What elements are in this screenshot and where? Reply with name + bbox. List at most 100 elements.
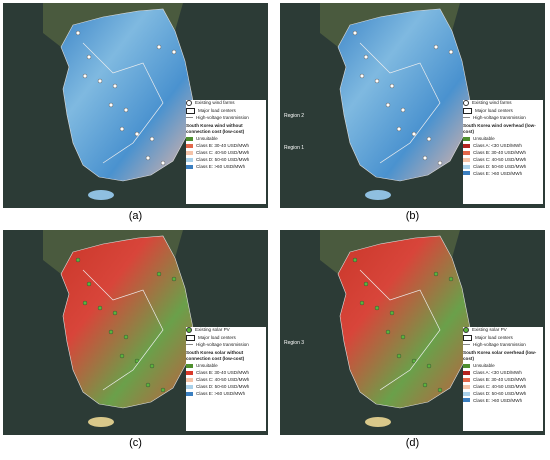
legend-item: Class C: 40-50 USD/MWh xyxy=(463,384,543,389)
legend-item: Class A: <30 USD/MWh xyxy=(463,370,543,375)
jeju xyxy=(88,417,114,427)
legend-item: Class B: 30-40 USD/MWh xyxy=(186,143,266,148)
site xyxy=(437,387,443,393)
site xyxy=(448,276,454,282)
site xyxy=(359,73,365,79)
legend-title: South Korea wind overhead (low-cost) xyxy=(463,123,536,134)
legend-text: Class C: 40-50 USD/MWh xyxy=(196,377,250,383)
site xyxy=(86,281,92,287)
legend-symbol xyxy=(463,117,470,119)
legend-swatch xyxy=(463,171,470,176)
legend-text: Class D: 50-60 USD/MWh xyxy=(196,156,250,162)
legend-item: Major load centers xyxy=(186,334,266,341)
north-land xyxy=(320,3,460,47)
region-label: Region 2 xyxy=(284,113,305,119)
legend-item: Class A: <30 USD/MWh xyxy=(463,143,543,148)
legend-swatch xyxy=(186,143,193,148)
peninsula xyxy=(60,235,194,409)
legend-swatch xyxy=(186,370,193,375)
site xyxy=(411,131,417,137)
legend-swatch xyxy=(463,370,470,375)
legend-item: Existing solar PV xyxy=(463,327,543,333)
peninsula xyxy=(337,235,471,409)
legend-text: Class B: 30-40 USD/MWh xyxy=(473,377,527,383)
map-panel: Existing wind farms Major load centers Hig… xyxy=(3,3,268,208)
site xyxy=(374,78,380,84)
site xyxy=(75,257,81,263)
site xyxy=(134,131,140,137)
site xyxy=(422,382,428,388)
site xyxy=(400,334,406,340)
legend-text: High-voltage transmission xyxy=(473,115,526,120)
legend-item: Class D: 50-60 USD/MWh xyxy=(186,384,266,389)
legend-swatch xyxy=(186,377,193,382)
site xyxy=(156,44,162,50)
legend-symbol xyxy=(186,344,193,346)
legend-text: Class C: 40-50 USD/MWh xyxy=(473,156,527,162)
legend-title: South Korea solar without connection cos… xyxy=(186,350,245,361)
legend-text: High-voltage transmission xyxy=(196,115,249,120)
legend: Existing wind farms Major load centers Hig… xyxy=(463,100,543,204)
legend-text: Class C: 40-50 USD/MWh xyxy=(473,383,527,389)
legend-text: Class E: >60 USD/MWh xyxy=(473,170,523,176)
site xyxy=(426,136,432,142)
legend-text: Class B: 30-40 USD/MWh xyxy=(196,370,250,376)
region-label: Region 3 xyxy=(284,340,305,346)
legend-item: Class E: >60 USD/MWh xyxy=(463,171,543,176)
legend-text: Unsuitable xyxy=(196,136,218,142)
legend-symbol xyxy=(186,107,195,114)
site xyxy=(86,54,92,60)
legend-swatch xyxy=(186,150,193,155)
legend-symbol xyxy=(186,100,192,106)
legend-item: Existing solar PV xyxy=(186,327,266,333)
site xyxy=(108,102,114,108)
site xyxy=(119,353,125,359)
legend-item: Class B: 30-40 USD/MWh xyxy=(463,150,543,155)
legend-text: Class B: 30-40 USD/MWh xyxy=(473,150,527,156)
site xyxy=(363,281,369,287)
site xyxy=(82,300,88,306)
legend-text: Unsuitable xyxy=(196,363,218,369)
legend-item: Class B: 30-40 USD/MWh xyxy=(463,377,543,382)
legend-symbol xyxy=(463,100,469,106)
legend-item: Major load centers xyxy=(463,107,543,114)
site xyxy=(396,353,402,359)
legend-item: Existing wind farms xyxy=(463,100,543,106)
legend-swatch xyxy=(463,377,470,382)
legend-swatch xyxy=(463,143,470,148)
site xyxy=(400,107,406,113)
legend-item: Class D: 50-60 USD/MWh xyxy=(463,391,543,396)
site xyxy=(149,363,155,369)
legend-item: Class E: >60 USD/MWh xyxy=(463,398,543,403)
site xyxy=(426,363,432,369)
legend-text: Class C: 40-50 USD/MWh xyxy=(196,150,250,156)
site xyxy=(374,305,380,311)
legend-swatch xyxy=(186,363,193,368)
legend-swatch xyxy=(186,136,193,141)
legend-swatch xyxy=(186,164,193,169)
site xyxy=(108,329,114,335)
north-land xyxy=(43,3,183,47)
transmission-line xyxy=(82,269,164,391)
site xyxy=(123,107,129,113)
legend-item: Major load centers xyxy=(186,107,266,114)
site xyxy=(82,73,88,79)
legend-symbol xyxy=(463,107,472,114)
site xyxy=(145,155,151,161)
site xyxy=(396,126,402,132)
legend-text: Class A: <30 USD/MWh xyxy=(473,143,522,149)
legend-text: Major load centers xyxy=(475,107,513,113)
legend-text: Class B: 30-40 USD/MWh xyxy=(196,143,250,149)
site xyxy=(160,387,166,393)
legend-swatch xyxy=(463,363,470,368)
site xyxy=(171,276,177,282)
legend-text: Unsuitable xyxy=(473,363,495,369)
legend-text: High-voltage transmission xyxy=(196,342,249,347)
legend-item: Unsuitable xyxy=(186,136,266,141)
legend: Existing solar PV Major load centers High-… xyxy=(186,327,266,431)
legend-title: South Korea wind without connection cost… xyxy=(186,123,245,134)
legend-swatch xyxy=(186,384,193,389)
site xyxy=(123,334,129,340)
legend-item: Existing wind farms xyxy=(186,100,266,106)
